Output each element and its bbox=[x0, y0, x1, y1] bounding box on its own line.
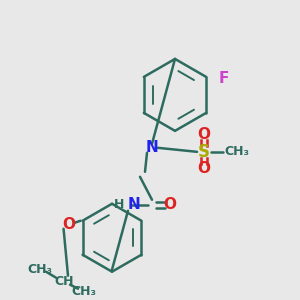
Text: CH₃: CH₃ bbox=[71, 285, 97, 298]
Text: S: S bbox=[198, 143, 210, 161]
Text: CH: CH bbox=[54, 275, 74, 288]
Text: O: O bbox=[197, 127, 211, 142]
Text: O: O bbox=[62, 217, 75, 232]
Text: N: N bbox=[128, 197, 141, 212]
Text: F: F bbox=[218, 71, 229, 86]
Text: O: O bbox=[197, 161, 211, 176]
Text: H: H bbox=[114, 198, 124, 211]
Text: N: N bbox=[146, 140, 158, 155]
Text: O: O bbox=[164, 197, 176, 212]
Text: CH₃: CH₃ bbox=[28, 263, 52, 276]
Text: CH₃: CH₃ bbox=[224, 145, 249, 158]
